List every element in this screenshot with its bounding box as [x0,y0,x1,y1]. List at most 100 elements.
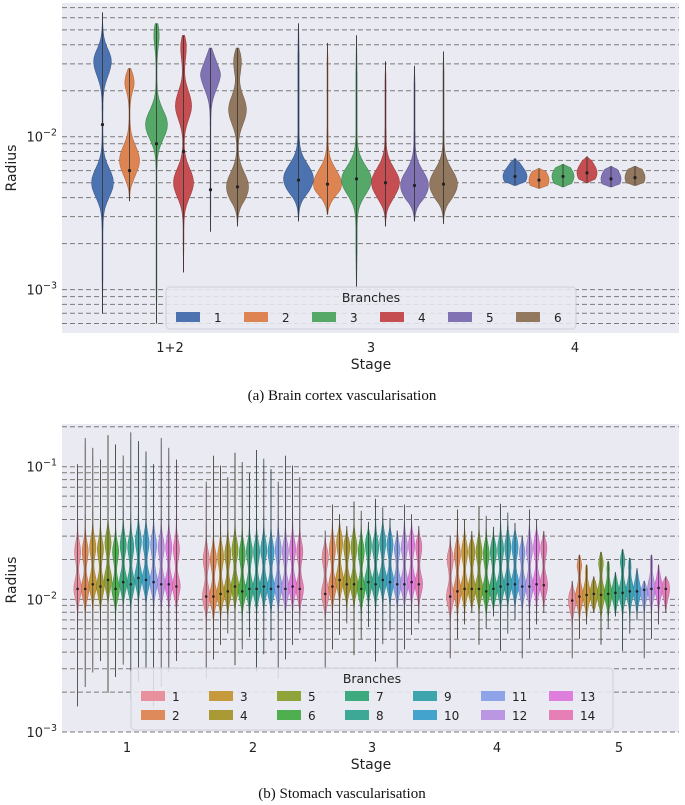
violin-median-point [248,587,251,591]
panel-b-legend-label: 13 [580,690,595,704]
panel-b-legend-swatch [141,710,165,720]
panel-b-x-tick-label: 4 [493,741,501,756]
violin-median-point [325,182,330,186]
panel-b-y-tick-label: 10−3 [26,723,57,741]
violin-median-point [354,177,359,181]
violin-median-point [154,142,159,146]
violin-median-point [235,185,240,189]
violin-median-point [642,588,646,592]
panel-b-legend-label: 9 [444,690,452,704]
panel-a-legend-swatch [448,312,472,322]
violin-median-point [477,587,481,591]
violin-median-point [76,587,79,591]
violin-median-point [388,580,392,584]
panel-b-legend-swatch [277,710,301,720]
panel-a-x-ticks: 1+2 3 4 [156,341,579,356]
panel-a-legend-title: Branches [342,290,400,305]
violin-median-point [528,585,531,588]
panel-a-legend-box [165,286,577,330]
panel-b-y-tick-label: 10−1 [26,458,57,476]
panel-b-legend-swatch [481,710,505,720]
panel-b-legend-label: 3 [240,690,248,704]
panel-a-y-tick-label: 10−2 [26,128,57,146]
panel-a-legend-label: 1 [214,311,222,325]
violin-median-point [633,176,637,180]
violin-median-point [592,592,596,596]
violin-median-point [212,595,215,598]
panel-b-legend-swatch [413,710,437,720]
violin-median-point [578,595,581,598]
violin-median-point [298,587,302,591]
panel-a-violins [91,12,646,324]
violin-median-point [226,590,230,593]
violin-median-point [204,595,208,598]
panel-b-legend-label: 5 [308,690,316,704]
panel-b-legend-swatch [481,691,505,701]
panel-a-legend-swatch [244,312,268,322]
panel-a-y-ticks: 10−3 10−2 [26,128,57,299]
violin-median-point [484,590,488,593]
violin-median-point [284,587,287,591]
violin-median-point [463,587,466,591]
panel-b-legend-label: 4 [240,709,248,723]
violin-median-point [144,578,148,582]
violin-median-point [181,149,186,154]
violin-median-point [374,582,377,586]
violin-median-point [269,587,273,591]
violin-median-point [657,586,660,590]
violin-median-point [535,582,538,586]
violin-median-point [106,578,110,582]
panel-b-legend-swatch [141,691,165,701]
panel-b-legend-label: 11 [512,690,527,704]
panel-b-legend-swatch [413,691,437,701]
panel-a-legend-swatch [380,312,404,322]
violin-median-point [606,592,610,596]
panel-b-y-ticks: 10−3 10−2 10−1 [26,458,57,741]
violin-median-point [345,582,349,586]
panel-b-x-tick-label: 3 [368,741,376,756]
violin-median-point [403,582,406,586]
violin-median-point [599,593,603,597]
violin-median-point [338,578,341,582]
violin-median-point [219,592,222,596]
panel-b-x-tick-label: 1 [123,741,131,756]
violin-median-point [570,599,574,602]
violin-median-point [83,587,87,591]
violin-median-point [159,582,163,586]
violin-median-point [448,595,452,598]
panel-b-legend-label: 7 [376,690,384,704]
panel-a-legend-label: 6 [554,311,562,325]
violin-median-point [609,177,613,181]
violin-median-point [412,183,417,188]
violin-median-point [323,592,327,596]
violin-median-point [513,174,517,179]
panel-a-y-tick-label: 10−3 [26,281,57,299]
violin-median-point [456,590,459,593]
violin-median-point [614,591,617,595]
panel-a-legend-swatch [516,312,540,322]
panel-b-legend-title: Branches [343,671,401,686]
violin-median-point [127,169,132,173]
violin-median-point [499,585,502,588]
panel-b-legend-swatch [277,691,301,701]
panel-a-caption: (a) Brain cortex vascularisation [248,388,437,404]
panel-a-x-axis-label: Stage [351,357,391,373]
violin-median-point [233,585,237,588]
panel-b-x-tick-label: 2 [249,741,257,756]
panel-b-legend-label: 6 [308,709,316,723]
violin-median-point [383,181,388,185]
violin-median-point [137,576,140,580]
panel-b-legend-label: 12 [512,709,527,723]
violin-median-point [291,585,294,588]
violin-median-point [381,578,385,582]
panel-b-legend-swatch [209,691,233,701]
violin-median-point [441,182,446,186]
panel-a-x-tick-label: 4 [571,341,579,356]
panel-b-legend-label: 10 [444,709,459,723]
panel-b-caption: (b) Stomach vascularisation [258,786,426,802]
panel-a-legend-label: 3 [350,311,358,325]
violin-median-point [470,587,474,591]
violin-median-point [276,585,280,588]
violin-median-point [91,582,95,586]
